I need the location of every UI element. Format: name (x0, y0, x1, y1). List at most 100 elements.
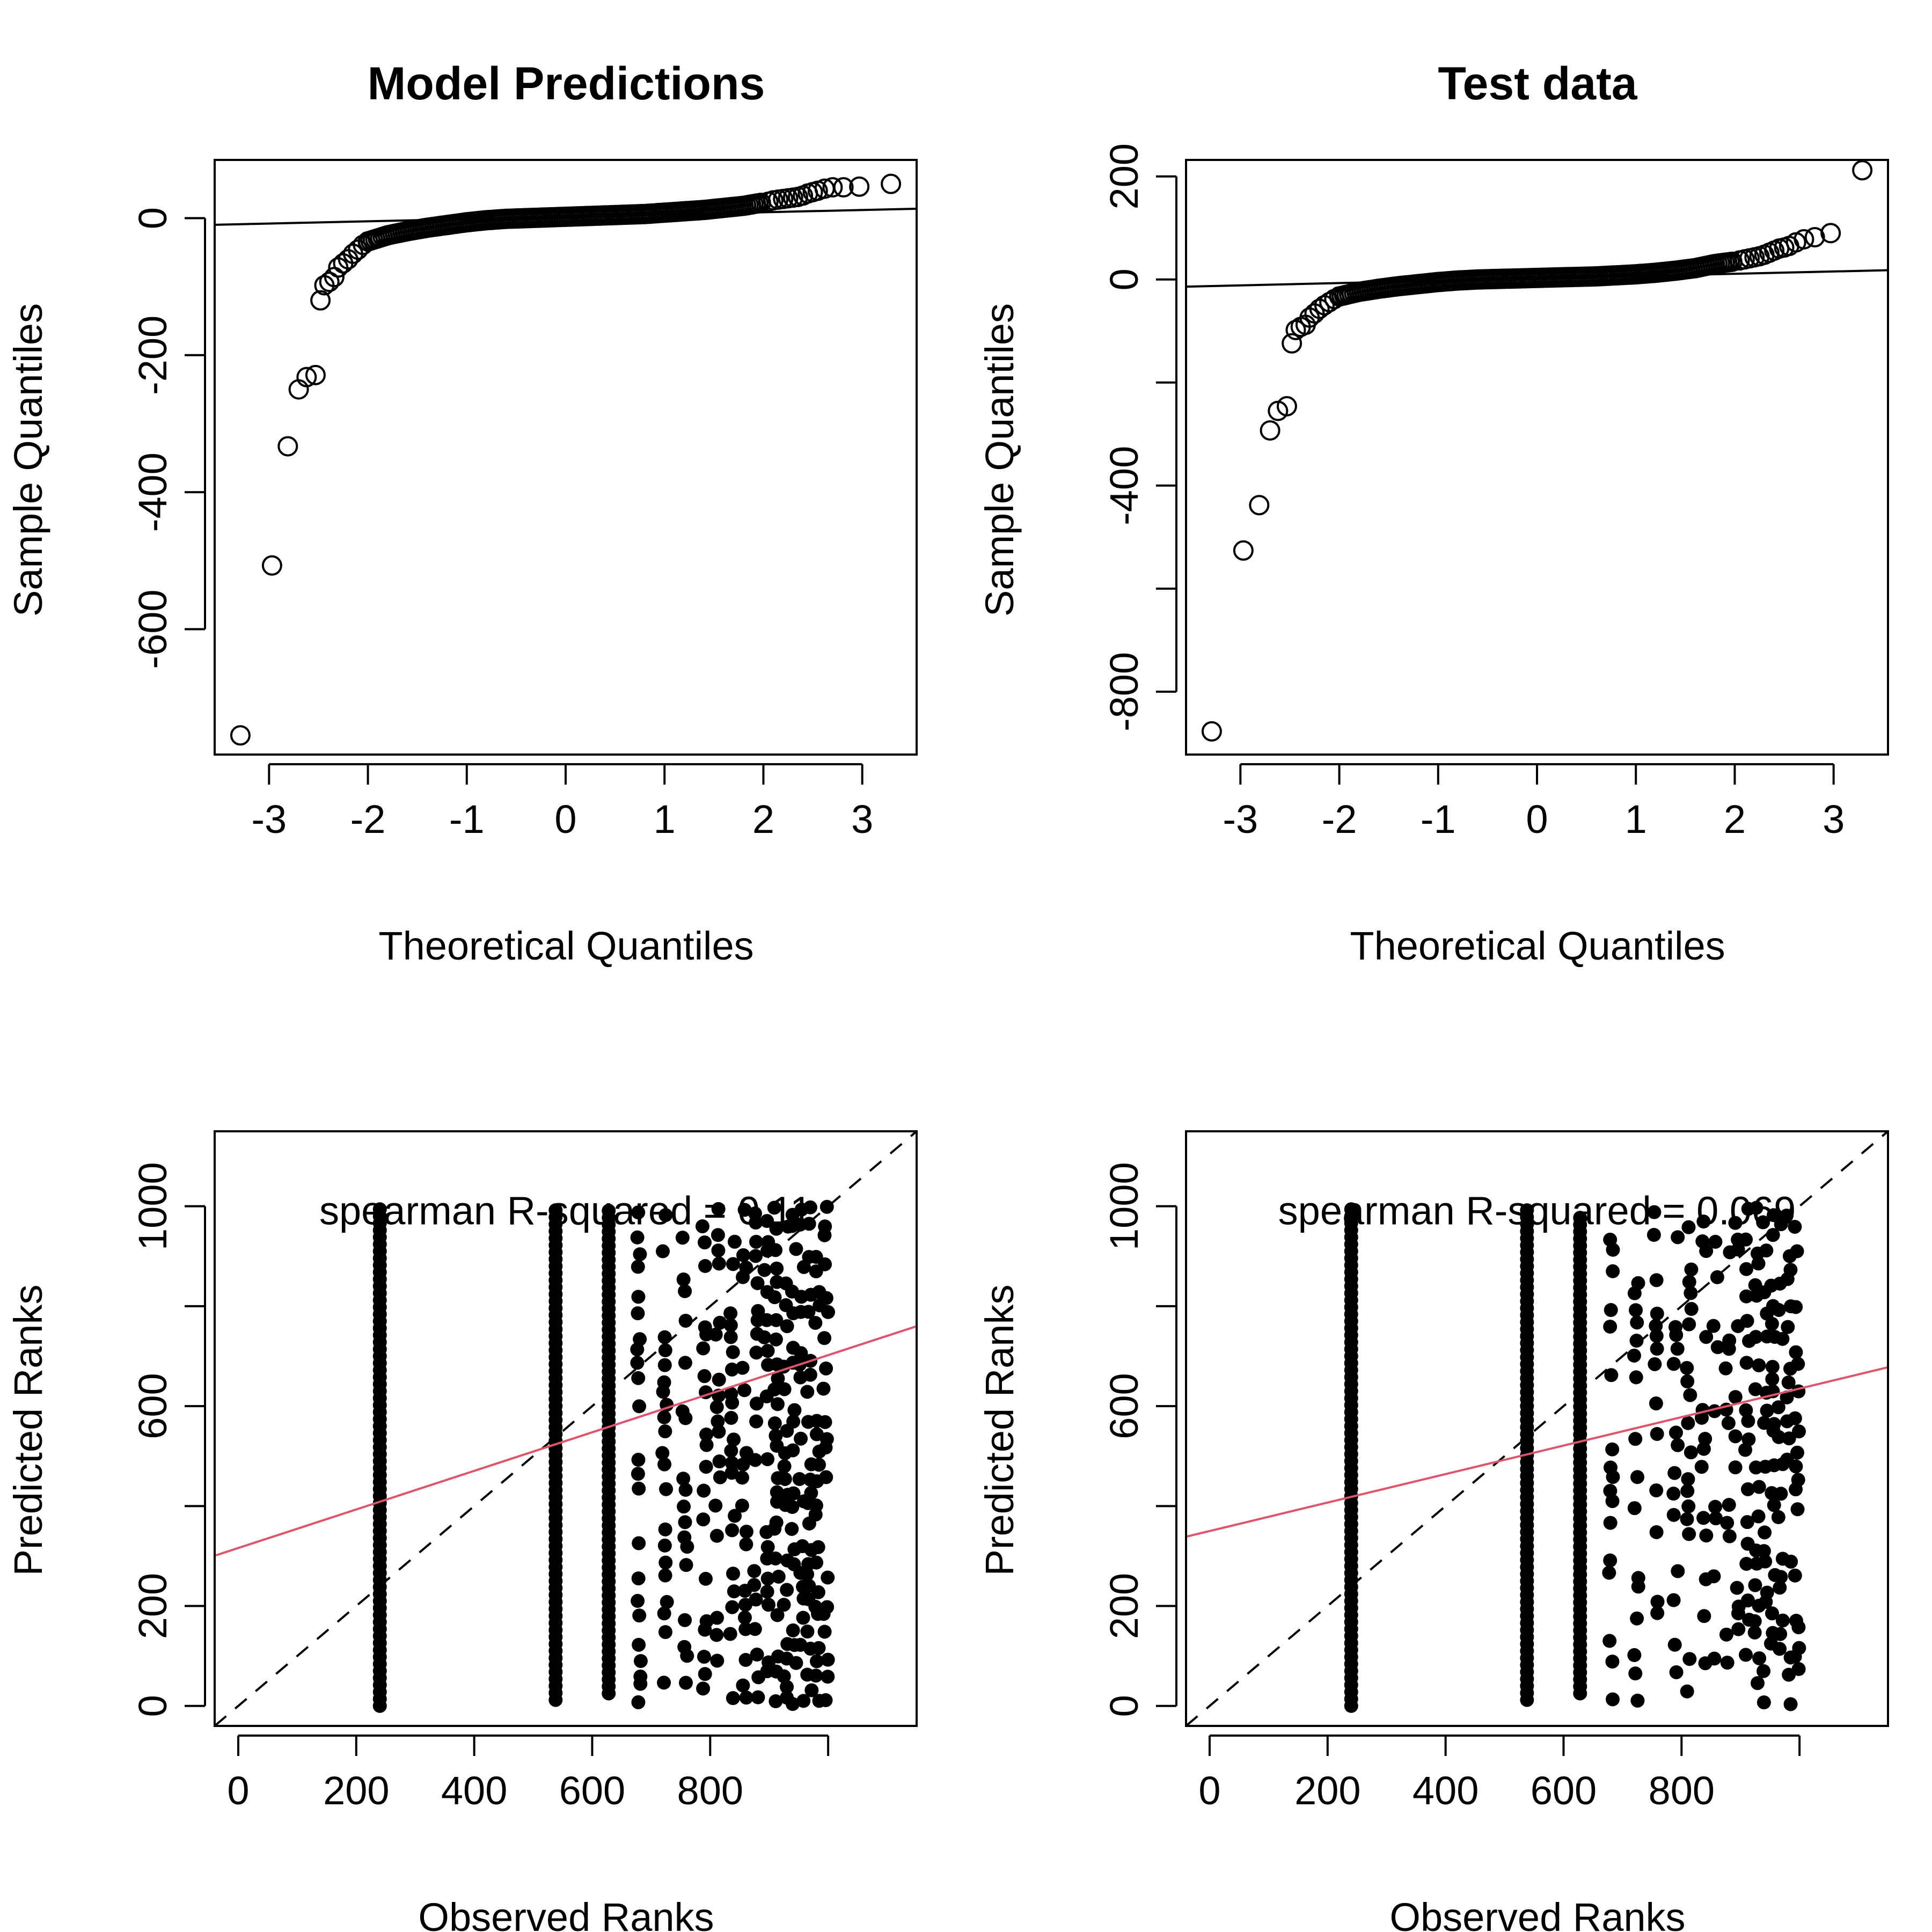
rank-point (1739, 1356, 1754, 1370)
rank-point (659, 1482, 674, 1496)
rank-point (1681, 1220, 1696, 1234)
rank-point (1792, 1424, 1806, 1439)
rank-point (1773, 1580, 1787, 1595)
rank-point (1720, 1656, 1735, 1670)
rank-point (1752, 1651, 1767, 1665)
rank-point (658, 1625, 672, 1640)
rank-point (633, 1669, 648, 1684)
rank-point (1604, 1302, 1618, 1317)
rank-point (1667, 1466, 1682, 1480)
rank-point (1573, 1211, 1587, 1225)
rank-point (821, 1652, 835, 1667)
rank-point (1706, 1319, 1721, 1333)
rank-point (713, 1315, 727, 1330)
rank-point (1630, 1693, 1645, 1708)
y-tick-label: -200 (130, 316, 175, 395)
rank-point (1747, 1614, 1762, 1628)
rank-point (631, 1306, 645, 1321)
rank-point (1765, 1359, 1780, 1374)
rank-point (1605, 1655, 1620, 1669)
x-tick-label: 600 (559, 1768, 625, 1813)
rank-point (792, 1472, 807, 1486)
rank-point (725, 1523, 740, 1538)
rank-point (1765, 1316, 1779, 1331)
rank-point (1774, 1487, 1788, 1501)
rank-point (736, 1457, 750, 1472)
rank-point (787, 1403, 802, 1417)
rank-point (1696, 1511, 1711, 1525)
rank-point (727, 1584, 741, 1599)
rank-point (1748, 1578, 1762, 1592)
y-tick-label: -600 (130, 589, 175, 669)
rank-point (1710, 1270, 1724, 1284)
rank-point (631, 1695, 646, 1709)
rank-point (1758, 1525, 1772, 1540)
rank-point (1627, 1648, 1642, 1663)
rank-point (657, 1606, 671, 1621)
rank-point (1741, 1432, 1756, 1447)
rank-point (1788, 1219, 1802, 1234)
rank-point (697, 1369, 712, 1384)
rank-point (811, 1540, 825, 1554)
y-tick-label: 200 (1102, 1573, 1146, 1639)
rank-point (678, 1313, 693, 1328)
rank-point (803, 1200, 817, 1214)
rank-point (803, 1367, 817, 1382)
rank-point (1671, 1230, 1685, 1245)
rank-point (811, 1641, 826, 1655)
rank-point (1740, 1314, 1754, 1328)
plot-area (1186, 1131, 1888, 1726)
rank-point (708, 1327, 723, 1342)
rank-point (1649, 1483, 1664, 1498)
qq-point (833, 177, 854, 198)
y-tick-label: 200 (130, 1573, 175, 1639)
rank-point (1728, 1460, 1743, 1475)
rank-point (1722, 1529, 1737, 1543)
rank-point (1757, 1664, 1771, 1678)
rank-point (1791, 1662, 1806, 1677)
rank-point (780, 1680, 794, 1694)
rank-point (760, 1571, 775, 1586)
rank-point (678, 1515, 692, 1529)
rank-point (723, 1306, 738, 1321)
rank-point (739, 1690, 753, 1705)
rank-point (1680, 1374, 1695, 1389)
rank-point (1680, 1484, 1695, 1498)
rank-point (1772, 1430, 1786, 1444)
x-tick-label: 2 (752, 797, 774, 841)
rank-point (631, 1371, 646, 1385)
rank-point (1671, 1438, 1685, 1452)
rank-point (1773, 1627, 1788, 1641)
rank-point (1666, 1487, 1681, 1501)
rank-point (675, 1404, 690, 1418)
rank-point (697, 1650, 711, 1664)
rank-point (1775, 1331, 1790, 1346)
rank-point (602, 1204, 616, 1218)
rank-point (698, 1571, 713, 1586)
rank-point (1765, 1372, 1780, 1386)
x-tick-label: 2 (1724, 797, 1746, 841)
x-axis-title: Theoretical Quantiles (378, 924, 753, 968)
rank-point (739, 1525, 753, 1539)
plot-frame (214, 159, 918, 756)
rank-point (1791, 1384, 1806, 1399)
rank-point (709, 1400, 724, 1414)
rank-point (1681, 1416, 1695, 1430)
rank-point (1783, 1697, 1798, 1711)
rank-point (818, 1415, 832, 1429)
rank-point (655, 1446, 670, 1460)
rank-point (1684, 1286, 1698, 1300)
identity-line (215, 1131, 917, 1726)
qq-point (1233, 540, 1254, 561)
rank-point (631, 1290, 646, 1304)
x-tick-label: -3 (251, 797, 287, 841)
rank-point (808, 1315, 823, 1330)
rank-point (678, 1356, 692, 1370)
x-tick-label: 0 (227, 1768, 249, 1813)
rank-point (658, 1568, 672, 1583)
y-tick-label: -400 (130, 452, 175, 532)
rank-point (658, 1555, 673, 1570)
rank-point (1682, 1652, 1697, 1666)
rank-point (804, 1485, 818, 1500)
rank-point (1707, 1569, 1721, 1584)
